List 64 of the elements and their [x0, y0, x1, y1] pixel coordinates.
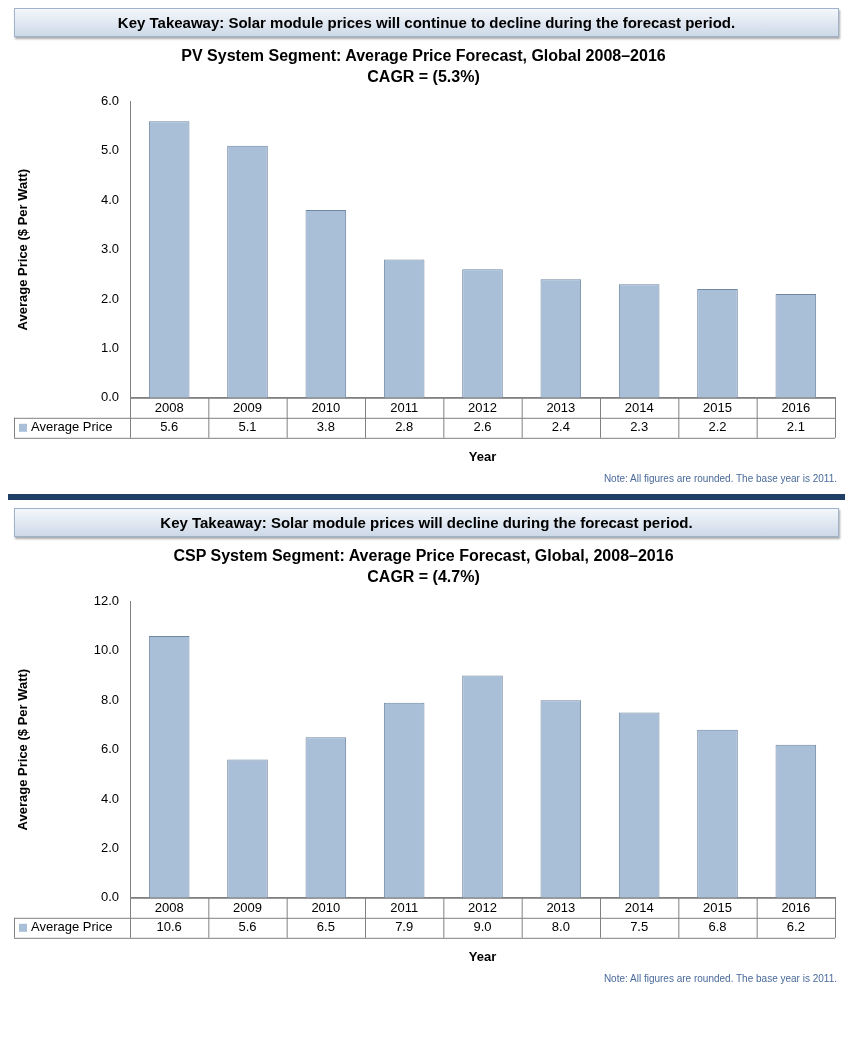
data-label: 6.5 — [316, 919, 335, 935]
chart-title: PV System Segment: Average Price Forecast, Global 2008–2016 — [181, 47, 666, 65]
y-tick-label: 2.0 — [100, 839, 119, 855]
legend-label: Average Price — [31, 919, 113, 935]
data-label: 6.8 — [708, 919, 727, 935]
data-label: 2.2 — [708, 419, 727, 435]
data-label: 5.6 — [238, 919, 257, 935]
x-tick-label: 2012 — [468, 400, 497, 416]
x-tick-label: 2008 — [154, 400, 184, 416]
chart-subtitle: CAGR = (4.7%) — [367, 568, 480, 586]
y-tick-label: 4.0 — [100, 790, 119, 806]
x-tick-label: 2012 — [468, 900, 497, 916]
x-tick-label: 2011 — [390, 400, 419, 416]
chart-title: CSP System Segment: Average Price Forecast, Global, 2008–2016 — [173, 547, 674, 565]
data-label: 10.6 — [156, 919, 182, 935]
text: Key Takeaway: Solar module prices will decline during the forecast period. — [14, 508, 839, 537]
y-tick-label: 12.0 — [93, 592, 119, 608]
data-label: 7.9 — [395, 919, 414, 935]
data-label: 6.2 — [786, 919, 805, 935]
y-tick-label: 1.0 — [100, 339, 119, 355]
x-tick-label: 2008 — [154, 900, 184, 916]
x-tick-label: 2010 — [311, 900, 341, 916]
data-label: 9.0 — [473, 919, 492, 935]
x-tick-label: 2016 — [781, 900, 811, 916]
y-axis-title: Average Price ($ Per Watt) — [15, 168, 31, 331]
y-axis-title: Average Price ($ Per Watt) — [15, 668, 31, 831]
x-tick-label: 2013 — [546, 400, 576, 416]
y-tick-label: 6.0 — [100, 92, 119, 108]
y-tick-label: 8.0 — [100, 691, 119, 707]
data-label: 2.4 — [551, 419, 570, 435]
data-label: 7.5 — [630, 919, 649, 935]
x-axis-title: Year — [468, 948, 497, 964]
y-tick-label: 10.0 — [93, 642, 119, 658]
legend-label: Average Price — [31, 419, 113, 435]
y-tick-label: 0.0 — [100, 889, 119, 905]
x-tick-label: 2010 — [311, 400, 341, 416]
y-tick-label: 0.0 — [100, 389, 119, 405]
data-label: 2.3 — [630, 419, 649, 435]
y-tick-label: 4.0 — [100, 191, 119, 207]
data-label: 5.1 — [238, 419, 257, 435]
data-label: 2.1 — [786, 419, 805, 435]
text: Note: All figures are rounded. The base year is 2011. — [602, 973, 838, 984]
text: Key Takeaway: Solar module prices will continue to decline during the forecast period. — [14, 8, 839, 37]
text: Note: All figures are rounded. The base year is 2011. — [602, 473, 838, 484]
y-tick-label: 2.0 — [100, 290, 119, 306]
x-axis-title: Year — [468, 448, 497, 464]
x-tick-label: 2009 — [233, 900, 262, 916]
chart-subtitle: CAGR = (5.3%) — [367, 68, 480, 86]
data-label: 2.6 — [473, 419, 492, 435]
x-tick-label: 2015 — [703, 400, 732, 416]
x-tick-label: 2009 — [233, 400, 262, 416]
x-tick-label: 2016 — [781, 400, 811, 416]
x-tick-label: 2014 — [624, 900, 654, 916]
x-tick-label: 2013 — [546, 900, 576, 916]
y-tick-label: 5.0 — [100, 142, 119, 158]
data-label: 2.8 — [395, 419, 414, 435]
data-label: 5.6 — [160, 419, 179, 435]
x-tick-label: 2015 — [703, 900, 732, 916]
y-tick-label: 6.0 — [100, 741, 119, 757]
x-tick-label: 2011 — [390, 900, 419, 916]
x-tick-label: 2014 — [624, 400, 654, 416]
y-tick-label: 3.0 — [100, 241, 119, 257]
data-label: 8.0 — [551, 919, 570, 935]
data-label: 3.8 — [316, 419, 335, 435]
